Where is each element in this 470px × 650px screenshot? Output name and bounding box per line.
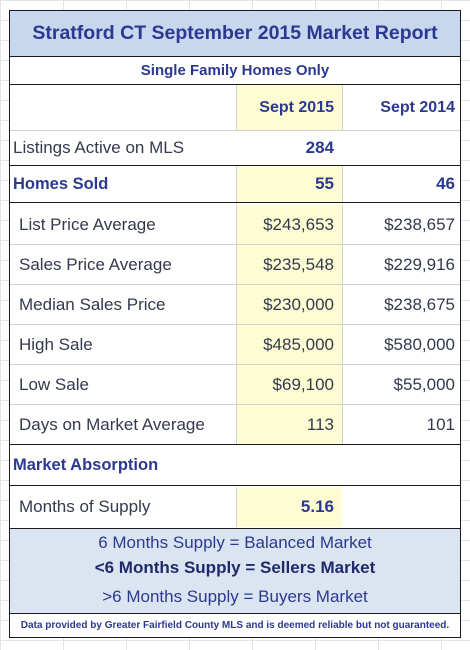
value-months-of-supply-2015: 5.16	[236, 487, 342, 527]
label-listings-active: Listings Active on MLS	[13, 138, 185, 157]
value-high-sale-2015: $485,000	[236, 325, 342, 364]
row-median-sales-price: Median Sales Price $230,000 $238,675	[10, 285, 460, 325]
value-list-price-average-2014: $238,657	[342, 205, 460, 244]
header-sept-2014: Sept 2014	[342, 85, 460, 130]
label-homes-sold: Homes Sold	[13, 174, 109, 193]
report-title: Stratford CT September 2015 Market Repor…	[10, 11, 460, 57]
supply-legend-box: 6 Months Supply = Balanced Market <6 Mon…	[10, 528, 460, 614]
row-low-sale: Low Sale $69,100 $55,000	[10, 365, 460, 405]
value-days-on-market-2014: 101	[342, 405, 460, 444]
value-days-on-market-2015: 113	[236, 405, 342, 444]
value-months-of-supply-2014	[342, 487, 460, 527]
column-header-row: Sept 2015 Sept 2014	[10, 85, 460, 131]
value-low-sale-2015: $69,100	[236, 365, 342, 404]
label-high-sale: High Sale	[19, 334, 93, 354]
label-months-of-supply: Months of Supply	[19, 497, 151, 516]
label-median-sales-price: Median Sales Price	[19, 294, 166, 314]
value-median-sales-price-2014: $238,675	[342, 285, 460, 324]
row-high-sale: High Sale $485,000 $580,000	[10, 325, 460, 365]
label-days-on-market: Days on Market Average	[19, 414, 205, 434]
value-listings-active-2015: 284	[305, 138, 334, 157]
value-low-sale-2014: $55,000	[342, 365, 460, 404]
value-homes-sold-2014: 46	[342, 166, 460, 202]
data-disclaimer: Data provided by Greater Fairfield Count…	[20, 619, 450, 631]
legend-sellers-market: <6 Months Supply = Sellers Market	[94, 558, 376, 577]
label-list-price-average: List Price Average	[19, 214, 156, 234]
row-homes-sold: Homes Sold 55 46	[10, 166, 460, 203]
row-months-of-supply: Months of Supply 5.16	[10, 487, 460, 527]
row-sales-price-average: Sales Price Average $235,548 $229,916	[10, 245, 460, 285]
report-subtitle: Single Family Homes Only	[10, 57, 460, 85]
value-list-price-average-2015: $243,653	[236, 205, 342, 244]
value-median-sales-price-2015: $230,000	[236, 285, 342, 324]
row-list-price-average: List Price Average $243,653 $238,657	[10, 205, 460, 245]
row-listings-active: Listings Active on MLS 284	[10, 131, 460, 166]
legend-buyers-market: >6 Months Supply = Buyers Market	[102, 587, 368, 606]
label-low-sale: Low Sale	[19, 374, 89, 394]
legend-balanced-market: 6 Months Supply = Balanced Market	[98, 533, 372, 552]
row-days-on-market: Days on Market Average 113 101	[10, 405, 460, 445]
value-listings-active-2014	[342, 131, 460, 165]
market-report-table: Stratford CT September 2015 Market Repor…	[9, 10, 461, 638]
header-blank-cell	[10, 85, 236, 130]
value-sales-price-average-2015: $235,548	[236, 245, 342, 284]
value-sales-price-average-2014: $229,916	[342, 245, 460, 284]
header-sept-2015: Sept 2015	[236, 85, 342, 130]
value-homes-sold-2015: 55	[236, 166, 342, 202]
value-high-sale-2014: $580,000	[342, 325, 460, 364]
row-market-absorption-header: Market Absorption	[10, 445, 460, 486]
label-market-absorption: Market Absorption	[13, 455, 159, 474]
label-sales-price-average: Sales Price Average	[19, 254, 172, 274]
